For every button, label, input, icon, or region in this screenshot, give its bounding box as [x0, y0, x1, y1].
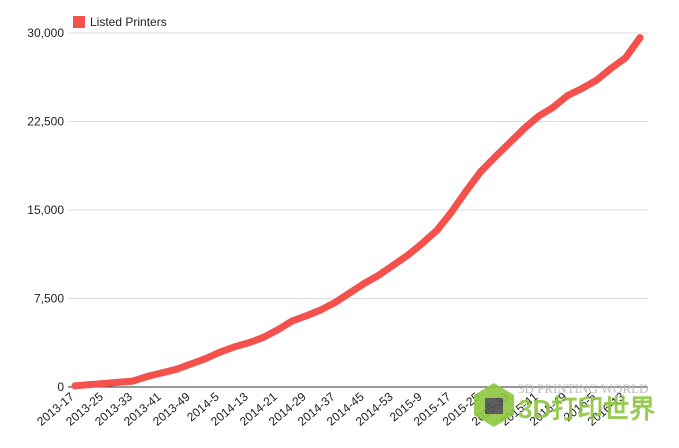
legend-label: Listed Printers [90, 15, 167, 29]
y-tick-label: 15,000 [27, 203, 64, 217]
watermark-logo-inner [485, 398, 503, 414]
data-point [158, 369, 166, 377]
data-point [404, 251, 412, 259]
data-point [114, 378, 122, 386]
data-point [201, 355, 209, 363]
data-point [100, 379, 108, 387]
data-point [361, 279, 369, 287]
data-point [172, 365, 180, 373]
data-point [346, 289, 354, 297]
data-point [520, 125, 528, 133]
data-point [636, 34, 644, 42]
data-point [593, 76, 601, 84]
data-point [143, 372, 151, 380]
y-tick-label: 30,000 [27, 26, 64, 40]
data-point [578, 84, 586, 92]
data-point [274, 326, 282, 334]
data-point [129, 377, 137, 385]
data-point [564, 92, 572, 100]
watermark: 3D PRINTING WORLD 3D打印世界 [474, 381, 655, 427]
data-point [535, 112, 543, 120]
data-line [71, 34, 644, 390]
data-point [506, 139, 514, 147]
data-point [303, 312, 311, 320]
watermark-logo-text: 3D打印世界 [518, 394, 655, 424]
y-tick-label: 0 [57, 380, 64, 394]
data-point [448, 208, 456, 216]
data-point [433, 226, 441, 234]
data-point [259, 333, 267, 341]
plot-area: 07,50015,00022,50030,0002013-172013-2520… [27, 15, 648, 429]
data-point [85, 381, 93, 389]
data-point [607, 64, 615, 72]
data-point [419, 239, 427, 247]
data-point [462, 187, 470, 195]
data-point [245, 339, 253, 347]
data-point [491, 153, 499, 161]
data-point [216, 348, 224, 356]
data-point [477, 168, 485, 176]
data-point [375, 271, 383, 279]
y-tick-label: 22,500 [27, 115, 64, 129]
data-point [390, 261, 398, 269]
data-point [332, 298, 340, 306]
y-tick-label: 7,500 [34, 292, 64, 306]
data-point [187, 360, 195, 368]
data-point [317, 306, 325, 314]
legend-swatch [73, 16, 85, 28]
data-point [622, 54, 630, 62]
watermark-text: 3D PRINTING WORLD [518, 381, 648, 396]
data-point [230, 343, 238, 351]
data-point [288, 317, 296, 325]
data-point [71, 382, 79, 390]
data-point [549, 103, 557, 111]
